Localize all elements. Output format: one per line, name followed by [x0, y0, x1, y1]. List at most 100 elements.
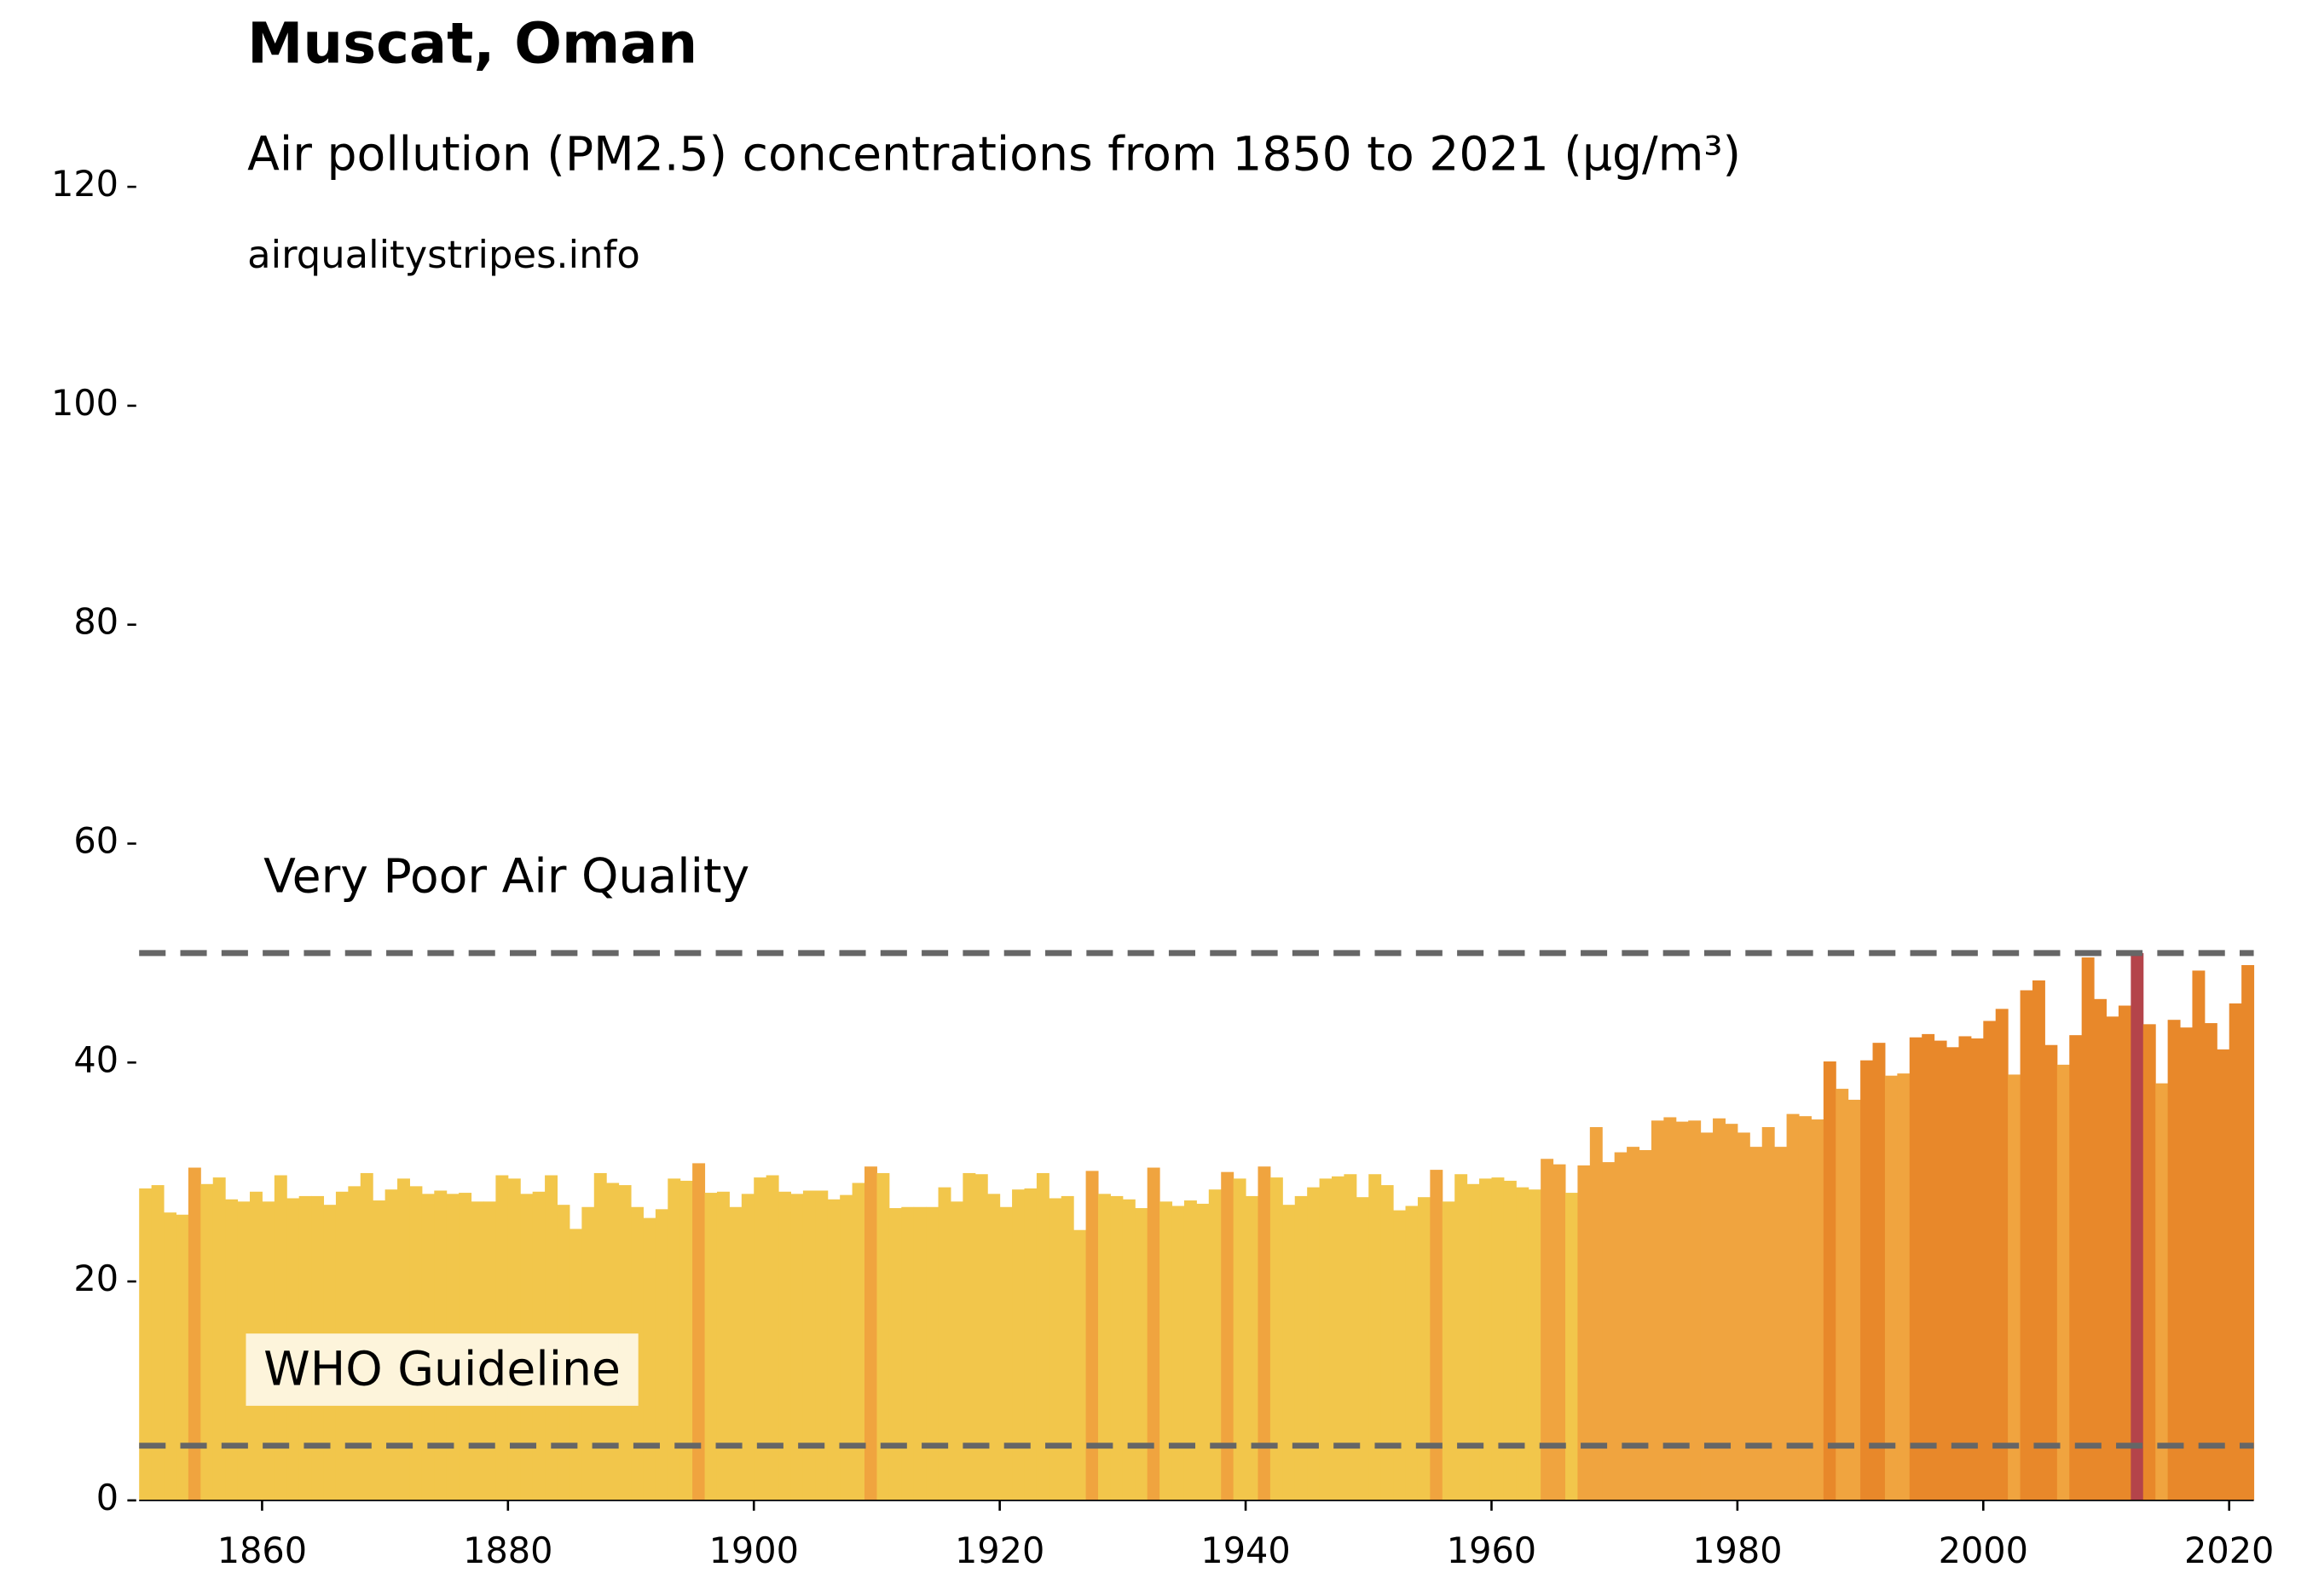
bar	[913, 1206, 927, 1501]
bar	[1627, 1147, 1640, 1501]
bar	[1233, 1178, 1246, 1501]
bar	[139, 1188, 153, 1501]
bar	[1725, 1124, 1738, 1501]
bar	[1798, 1116, 1812, 1501]
bar	[1528, 1189, 1541, 1501]
bar	[2192, 970, 2206, 1501]
source: airqualitystripes.info	[247, 232, 640, 277]
bar	[1258, 1166, 1271, 1501]
bar	[1344, 1174, 1357, 1501]
label-box	[246, 1333, 639, 1406]
bar	[1983, 1021, 1997, 1501]
bar	[1171, 1206, 1185, 1501]
bar	[2118, 1005, 2131, 1501]
x-tick-label: 1900	[709, 1530, 799, 1571]
bar	[815, 1190, 829, 1501]
bar	[1196, 1203, 1210, 1501]
bar	[237, 1201, 251, 1501]
bar	[1073, 1229, 1087, 1501]
bar	[1417, 1197, 1431, 1501]
bar	[2020, 990, 2033, 1501]
bar	[754, 1177, 767, 1501]
bar	[2032, 980, 2045, 1501]
bar	[950, 1201, 963, 1501]
bar	[704, 1193, 718, 1501]
bar	[225, 1199, 239, 1501]
bar	[212, 1177, 226, 1501]
bar	[1159, 1201, 1173, 1501]
bar	[1761, 1127, 1775, 1501]
bar	[888, 1208, 902, 1501]
bar	[1208, 1189, 1222, 1501]
bar	[1503, 1180, 1517, 1501]
bar	[741, 1194, 755, 1501]
bar	[1405, 1206, 1419, 1501]
bar	[1577, 1165, 1591, 1501]
bar	[1319, 1178, 1333, 1501]
bar	[1085, 1171, 1099, 1501]
reference-label: WHO Guideline	[263, 1343, 621, 1397]
bar	[963, 1172, 976, 1501]
bar	[1823, 1061, 1836, 1501]
bar	[2044, 1044, 2058, 1501]
bar	[1466, 1183, 1480, 1501]
bar	[1332, 1176, 1344, 1501]
bar	[1269, 1177, 1283, 1501]
bar	[1552, 1164, 1566, 1501]
y-tick-label: 100	[51, 383, 119, 424]
bar	[1836, 1089, 1849, 1501]
bar	[802, 1190, 816, 1501]
bar	[176, 1214, 189, 1501]
bar	[1024, 1188, 1038, 1501]
x-tick-label: 1880	[463, 1530, 552, 1571]
bar	[1098, 1194, 1111, 1501]
bar	[2106, 1016, 2119, 1501]
y-tick-label: 40	[73, 1039, 119, 1080]
bar	[1430, 1170, 1443, 1501]
bar	[1958, 1036, 1972, 1501]
bar	[1442, 1201, 1455, 1501]
x-tick-label: 1980	[1692, 1530, 1782, 1571]
bar	[1651, 1120, 1664, 1501]
bar	[2142, 1024, 2156, 1501]
bar	[1183, 1200, 1197, 1501]
bar	[1675, 1121, 1689, 1501]
bar	[1036, 1172, 1049, 1501]
bar	[1479, 1178, 1492, 1501]
x-tick-label: 1860	[217, 1530, 307, 1571]
bar	[1516, 1187, 1529, 1501]
bar	[938, 1187, 951, 1501]
bar	[2180, 1027, 2193, 1501]
bar	[901, 1206, 915, 1501]
bar	[188, 1167, 201, 1501]
bar	[679, 1180, 693, 1501]
bar	[2131, 952, 2144, 1501]
bar	[2167, 1020, 2181, 1501]
bar	[2069, 1035, 2083, 1501]
bar	[692, 1163, 706, 1501]
bar	[1749, 1147, 1763, 1501]
bar	[1922, 1033, 1935, 1501]
bar	[2241, 965, 2255, 1501]
bar	[1049, 1198, 1062, 1501]
bar	[926, 1206, 940, 1501]
bar	[1491, 1177, 1505, 1501]
chart-subtitle: Air pollution (PM2.5) concentrations fro…	[247, 128, 1741, 182]
bar	[1897, 1073, 1911, 1501]
bar	[1061, 1195, 1074, 1501]
bar	[1602, 1162, 1616, 1501]
bar	[200, 1183, 214, 1501]
bar	[1356, 1197, 1369, 1501]
bar	[1663, 1117, 1677, 1501]
bar	[2155, 1083, 2169, 1501]
bar	[668, 1178, 681, 1501]
x-tick-label: 2020	[2184, 1530, 2274, 1571]
bar	[1786, 1113, 1800, 1501]
bar	[716, 1191, 730, 1501]
bar	[2008, 1074, 2021, 1501]
bar	[2081, 957, 2095, 1501]
y-tick-label: 80	[73, 602, 119, 643]
bar	[655, 1209, 668, 1501]
bar	[1307, 1187, 1321, 1501]
